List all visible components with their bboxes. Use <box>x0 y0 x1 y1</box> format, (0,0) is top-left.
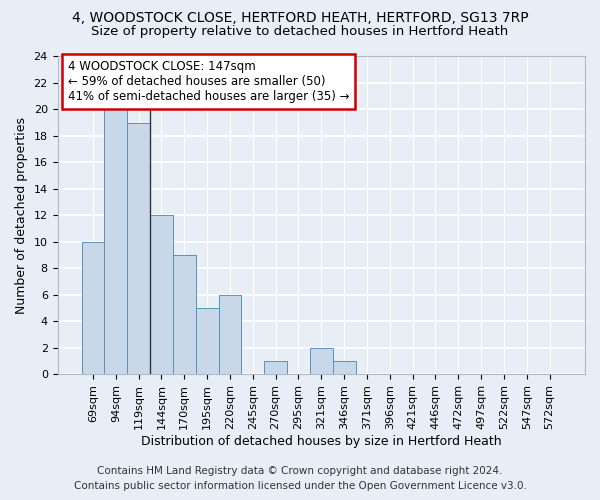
Bar <box>218 294 241 374</box>
Text: Contains HM Land Registry data © Crown copyright and database right 2024.
Contai: Contains HM Land Registry data © Crown c… <box>74 466 526 491</box>
Bar <box>104 110 127 374</box>
X-axis label: Distribution of detached houses by size in Hertford Heath: Distribution of detached houses by size … <box>141 434 502 448</box>
Bar <box>310 348 332 374</box>
Bar <box>196 308 218 374</box>
Text: 4, WOODSTOCK CLOSE, HERTFORD HEATH, HERTFORD, SG13 7RP: 4, WOODSTOCK CLOSE, HERTFORD HEATH, HERT… <box>71 11 529 25</box>
Bar <box>173 255 196 374</box>
Bar <box>264 361 287 374</box>
Bar <box>82 242 104 374</box>
Text: 4 WOODSTOCK CLOSE: 147sqm
← 59% of detached houses are smaller (50)
41% of semi-: 4 WOODSTOCK CLOSE: 147sqm ← 59% of detac… <box>68 60 350 102</box>
Y-axis label: Number of detached properties: Number of detached properties <box>15 117 28 314</box>
Text: Size of property relative to detached houses in Hertford Heath: Size of property relative to detached ho… <box>91 25 509 38</box>
Bar <box>127 122 150 374</box>
Bar <box>332 361 356 374</box>
Bar <box>150 216 173 374</box>
